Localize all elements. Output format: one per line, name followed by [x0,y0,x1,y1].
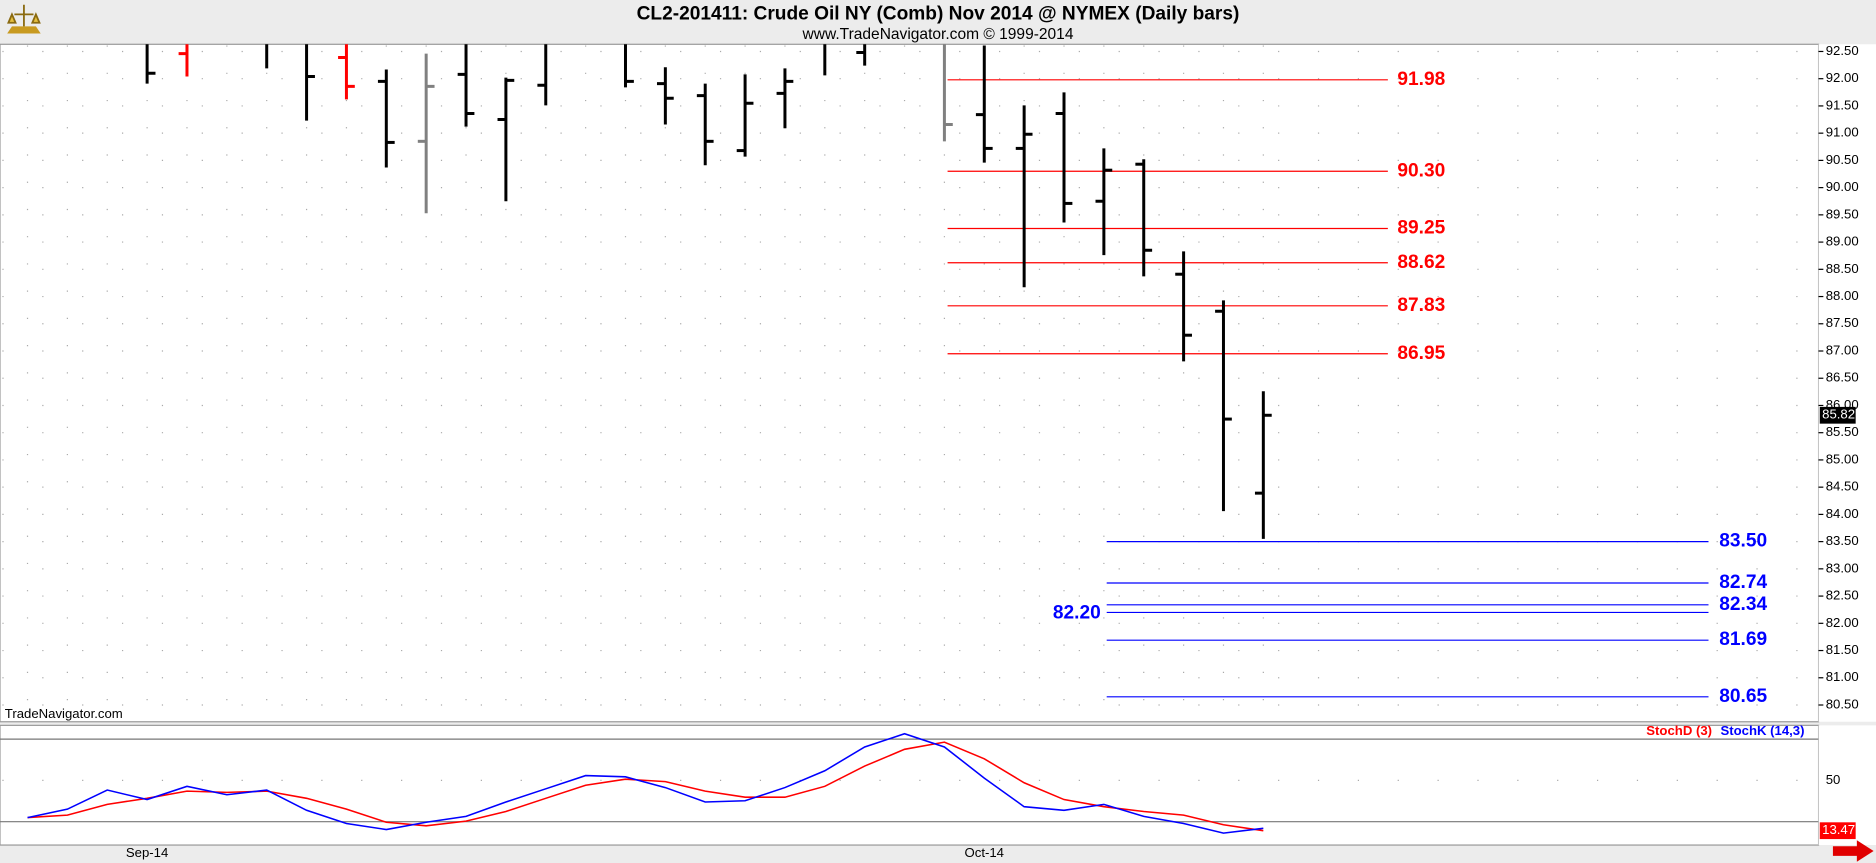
y-tick-label: 92.00 [1826,70,1859,85]
indicator-line [27,732,1264,834]
level-label: 89.25 [1397,218,1445,239]
y-tick-label: 50 [1826,772,1841,787]
last-price-box [1819,406,1856,424]
y-tick-label: 81.00 [1826,669,1859,684]
y-tick-label: 91.50 [1826,97,1859,112]
y-tick-label: 84.50 [1826,479,1859,494]
bars [145,44,1272,539]
level-label: 82.74 [1719,572,1767,593]
y-tick-label: 87.50 [1826,315,1859,330]
y-tick-label: 87.00 [1826,342,1859,357]
y-tick-label: 84.00 [1826,506,1859,521]
last-price-label: 85.82 [1822,407,1855,422]
level-label: 80.65 [1719,686,1767,707]
level-label: 90.30 [1397,160,1445,181]
y-tick-label: 91.00 [1826,125,1859,140]
y-tick-label: 81.50 [1826,642,1859,657]
y-tick-label: 86.50 [1826,370,1859,385]
price-axis-panel [1818,44,1876,722]
level-label: 83.50 [1719,531,1767,552]
last-value-label: 13.47 [1822,822,1855,837]
last-value-box [1819,822,1856,840]
level-label: 82.20 [1053,603,1101,624]
indicator-line [27,741,1264,832]
x-tick-label: Sep-14 [126,845,168,860]
level-label: 88.62 [1397,252,1445,273]
level-label: 81.69 [1719,629,1767,650]
legend-label: StochK (14,3) [1720,723,1804,738]
y-tick-label: 85.50 [1826,424,1859,439]
y-tick-label: 88.50 [1826,261,1859,276]
level-label: 82.34 [1719,594,1767,615]
logo [7,4,41,34]
chart-subtitle: www.TradeNavigator.com © 1999-2014 [802,26,1074,43]
price-panel [0,43,1820,723]
y-tick-label: 89.50 [1826,206,1859,221]
y-tick-label: 82.50 [1826,588,1859,603]
legend-label: StochD (3) [1646,723,1712,738]
scroll-arrow[interactable] [1832,840,1874,862]
watermark: TradeNavigator.com [5,706,123,721]
y-tick-label: 90.50 [1826,152,1859,167]
y-tick-label: 83.50 [1826,533,1859,548]
y-tick-label: 88.00 [1826,288,1859,303]
level-label: 91.98 [1397,69,1445,90]
y-tick-label: 90.00 [1826,179,1859,194]
y-tick-label: 83.00 [1826,560,1859,575]
indicator-panel [0,724,1820,846]
y-tick-label: 89.00 [1826,234,1859,249]
x-tick-label: Oct-14 [965,845,1004,860]
chart-title: CL2-201411: Crude Oil NY (Comb) Nov 2014… [637,3,1240,24]
y-tick-label: 85.00 [1826,451,1859,466]
y-tick-label: 92.50 [1826,43,1859,58]
level-label: 87.83 [1397,295,1445,316]
level-label: 86.95 [1397,343,1445,364]
y-tick-label: 80.50 [1826,696,1859,711]
y-tick-label: 82.00 [1826,615,1859,630]
